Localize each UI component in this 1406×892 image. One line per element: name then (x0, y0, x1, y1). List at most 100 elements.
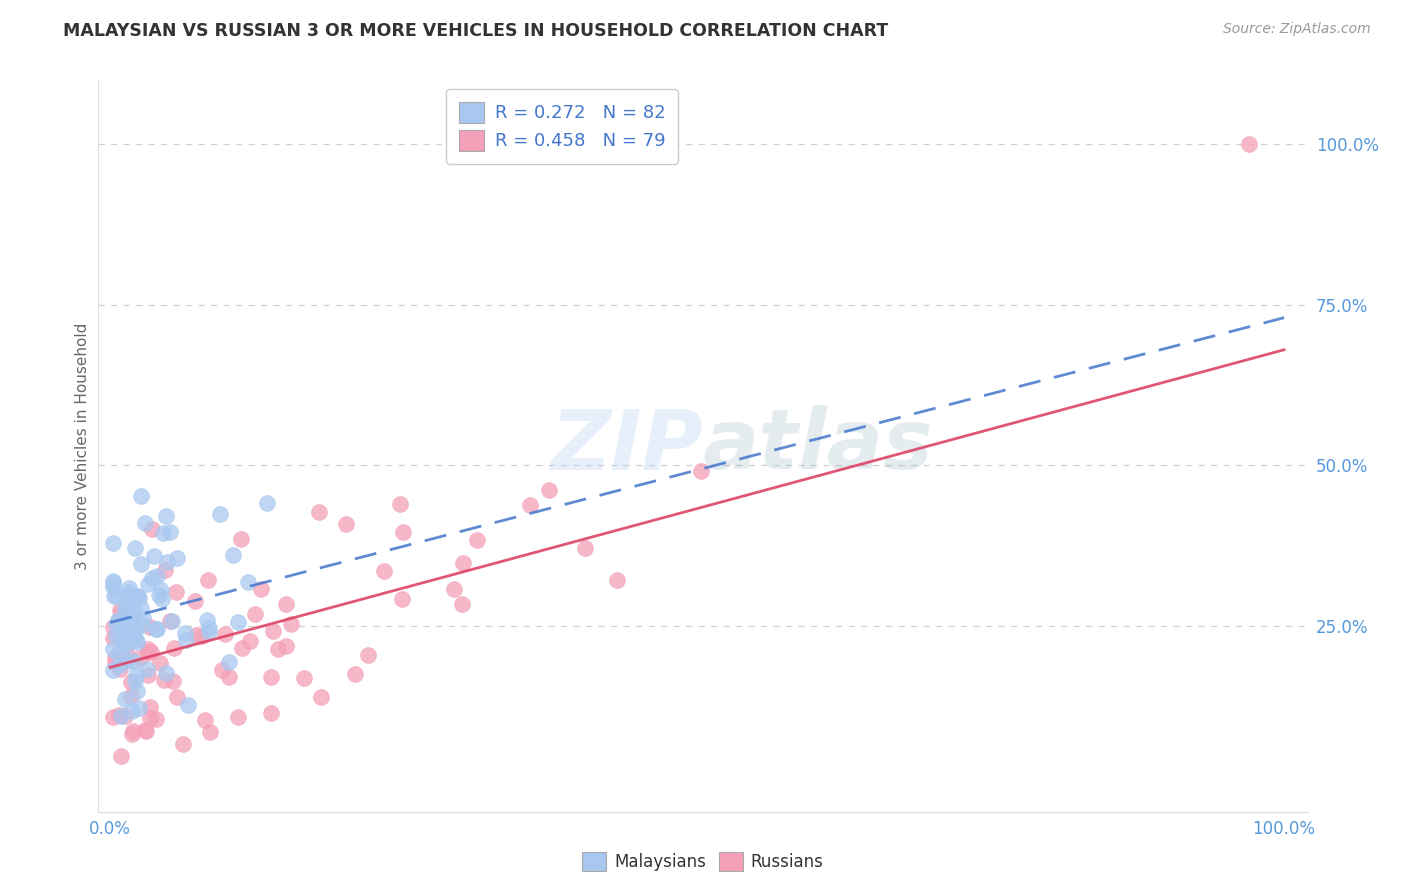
Point (110, 613, 132, 627)
Point (103, 576, 125, 591)
Point (574, 541, 596, 555)
Point (134, 723, 156, 737)
Point (149, 656, 172, 670)
Point (155, 563, 177, 577)
Point (124, 673, 146, 688)
Point (197, 625, 219, 640)
Point (148, 588, 170, 602)
Point (239, 634, 262, 648)
Point (443, 582, 465, 596)
Point (139, 620, 162, 634)
Text: atlas: atlas (703, 406, 934, 486)
Point (209, 507, 232, 521)
Point (110, 606, 132, 620)
Point (537, 483, 560, 497)
Point (103, 536, 125, 550)
Point (104, 588, 127, 602)
Y-axis label: 3 or more Vehicles in Household: 3 or more Vehicles in Household (75, 322, 90, 570)
Point (103, 589, 125, 603)
Point (231, 641, 253, 656)
Point (112, 622, 135, 636)
Point (606, 573, 628, 587)
Point (344, 667, 367, 681)
Point (136, 577, 159, 591)
Point (308, 505, 330, 519)
Point (163, 641, 186, 656)
Point (145, 622, 167, 636)
Point (128, 591, 150, 605)
Point (200, 725, 222, 739)
Point (134, 516, 156, 531)
Point (197, 574, 219, 588)
Point (125, 589, 148, 603)
Point (138, 642, 160, 657)
Point (101, 580, 124, 594)
Point (690, 464, 713, 478)
Point (107, 648, 129, 662)
Point (256, 496, 278, 510)
Point (104, 650, 127, 665)
Point (129, 651, 152, 665)
Point (262, 624, 284, 638)
Point (104, 657, 127, 671)
Point (145, 712, 167, 726)
Point (110, 708, 132, 723)
Point (125, 667, 148, 681)
Point (222, 548, 245, 562)
Point (165, 585, 187, 599)
Point (174, 633, 197, 648)
Point (131, 618, 153, 632)
Point (121, 727, 143, 741)
Text: MALAYSIAN VS RUSSIAN 3 OR MORE VEHICLES IN HOUSEHOLD CORRELATION CHART: MALAYSIAN VS RUSSIAN 3 OR MORE VEHICLES … (63, 22, 889, 40)
Point (155, 509, 177, 524)
Point (162, 614, 184, 628)
Point (146, 622, 169, 636)
Point (114, 603, 136, 617)
Point (139, 699, 162, 714)
Point (101, 642, 124, 657)
Point (159, 524, 181, 539)
Point (101, 710, 124, 724)
Point (153, 673, 176, 687)
Point (101, 574, 124, 588)
Point (218, 655, 240, 669)
Point (226, 615, 249, 629)
Point (519, 498, 541, 512)
Point (309, 690, 332, 704)
Point (118, 589, 141, 603)
Point (114, 600, 136, 615)
Point (159, 614, 181, 628)
Point (121, 630, 143, 644)
Point (197, 613, 219, 627)
Point (108, 603, 131, 617)
Point (174, 626, 197, 640)
Point (108, 629, 131, 643)
Point (186, 628, 208, 642)
Point (118, 581, 141, 595)
Point (124, 624, 146, 639)
Point (110, 748, 132, 763)
Point (122, 604, 145, 618)
Point (121, 608, 143, 623)
Point (214, 627, 236, 641)
Point (127, 635, 149, 649)
Point (115, 626, 138, 640)
Point (259, 706, 281, 720)
Point (280, 616, 302, 631)
Point (108, 663, 131, 677)
Point (118, 590, 141, 604)
Point (132, 611, 155, 625)
Legend: R = 0.272   N = 82, R = 0.458   N = 79: R = 0.272 N = 82, R = 0.458 N = 79 (446, 89, 678, 163)
Point (166, 690, 188, 704)
Point (146, 569, 169, 583)
Point (129, 557, 152, 571)
Point (211, 663, 233, 677)
Point (155, 666, 177, 681)
Point (127, 589, 149, 603)
Point (115, 644, 138, 658)
Point (292, 671, 315, 685)
Point (229, 532, 252, 546)
Point (150, 592, 173, 607)
Point (266, 642, 288, 657)
Point (357, 648, 380, 662)
